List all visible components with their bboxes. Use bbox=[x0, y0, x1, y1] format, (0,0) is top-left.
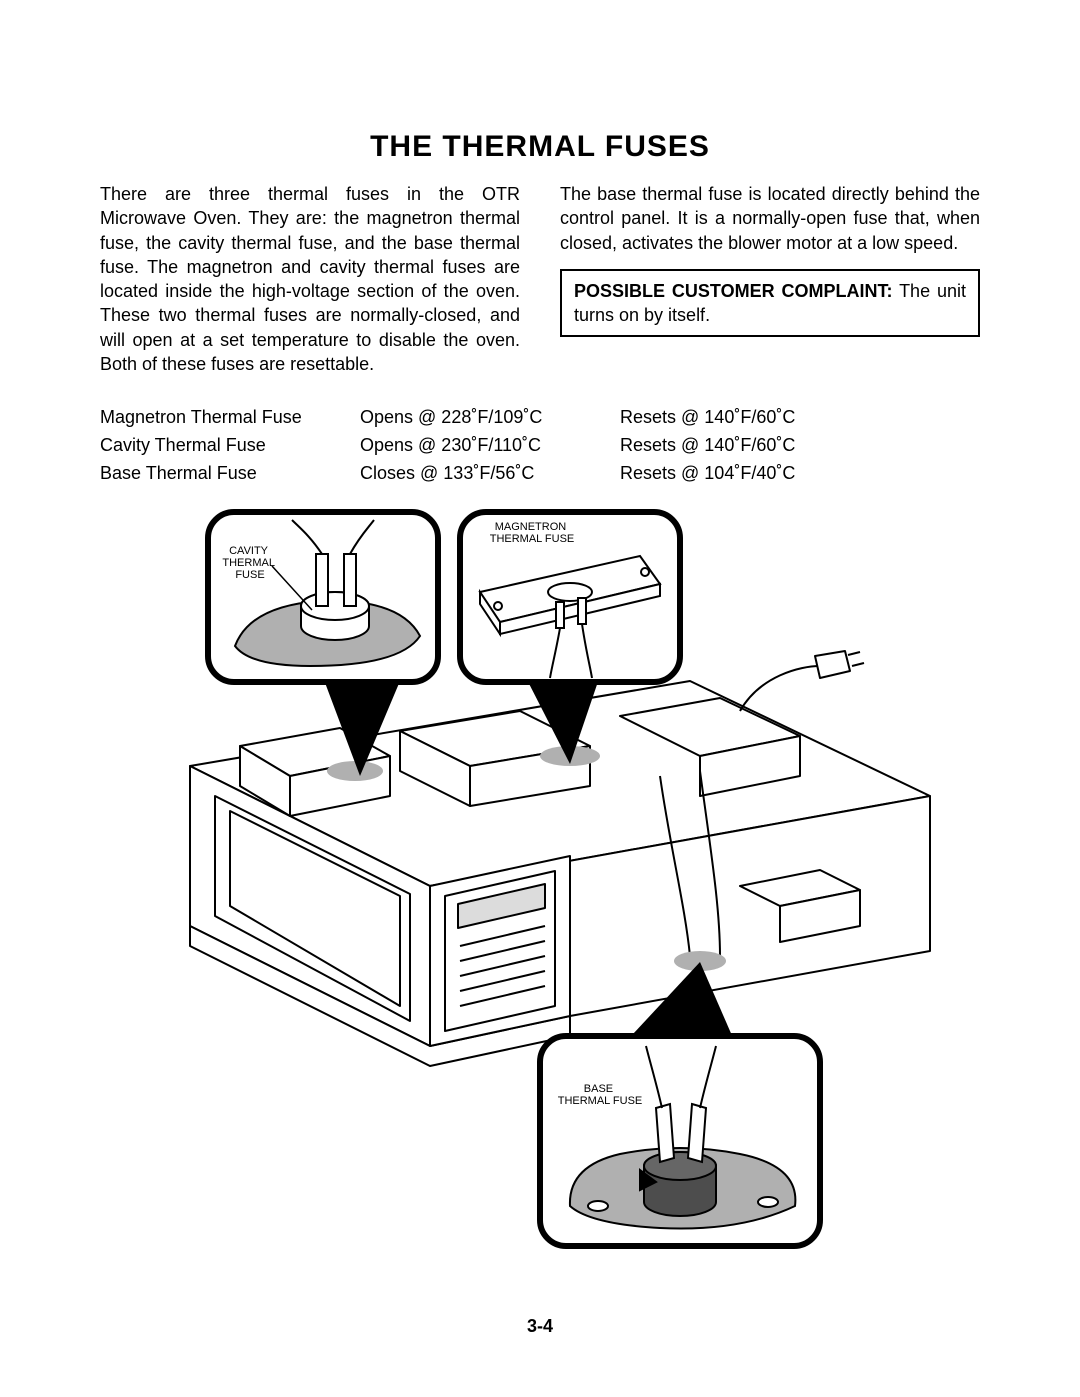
spec-reset: Resets @ 104˚F/40˚C bbox=[620, 460, 880, 488]
thermal-fuse-diagram: CAVITY THERMAL FUSE bbox=[100, 506, 980, 1256]
intro-columns: There are three thermal fuses in the OTR… bbox=[100, 182, 980, 376]
magnetron-label-l1: MAGNETRON bbox=[495, 521, 567, 533]
spec-open: Opens @ 230˚F/110˚C bbox=[360, 432, 620, 460]
intro-left: There are three thermal fuses in the OTR… bbox=[100, 182, 520, 376]
complaint-box: POSSIBLE CUSTOMER COMPLAINT: The unit tu… bbox=[560, 269, 980, 338]
section-title: THE THERMAL FUSES bbox=[100, 130, 980, 164]
base-label-l1: BASE bbox=[584, 1083, 613, 1095]
table-row: Cavity Thermal Fuse Opens @ 230˚F/110˚C … bbox=[100, 432, 980, 460]
complaint-label: POSSIBLE CUSTOMER COMPLAINT: bbox=[574, 281, 892, 301]
table-row: Base Thermal Fuse Closes @ 133˚F/56˚C Re… bbox=[100, 460, 980, 488]
table-row: Magnetron Thermal Fuse Opens @ 228˚F/109… bbox=[100, 404, 980, 432]
cavity-label-l2: THERMAL bbox=[222, 557, 274, 569]
cavity-label-l1: CAVITY bbox=[229, 545, 269, 557]
intro-right-col: The base thermal fuse is located directl… bbox=[560, 182, 980, 376]
spec-open: Opens @ 228˚F/109˚C bbox=[360, 404, 620, 432]
base-label-l2: THERMAL FUSE bbox=[558, 1095, 643, 1107]
spec-open: Closes @ 133˚F/56˚C bbox=[360, 460, 620, 488]
cavity-label-l3: FUSE bbox=[235, 569, 264, 581]
svg-text:MAGNETRON THERMAL FU: MAGNETRON THERMAL FUSE bbox=[490, 521, 575, 545]
spec-reset: Resets @ 140˚F/60˚C bbox=[620, 432, 880, 460]
spec-reset: Resets @ 140˚F/60˚C bbox=[620, 404, 880, 432]
spec-name: Cavity Thermal Fuse bbox=[100, 432, 360, 460]
magnetron-label-l2: THERMAL FUSE bbox=[490, 533, 575, 545]
page-number: 3-4 bbox=[0, 1316, 1080, 1337]
intro-right: The base thermal fuse is located directl… bbox=[560, 182, 980, 255]
spec-name: Base Thermal Fuse bbox=[100, 460, 360, 488]
spec-name: Magnetron Thermal Fuse bbox=[100, 404, 360, 432]
spec-table: Magnetron Thermal Fuse Opens @ 228˚F/109… bbox=[100, 404, 980, 488]
